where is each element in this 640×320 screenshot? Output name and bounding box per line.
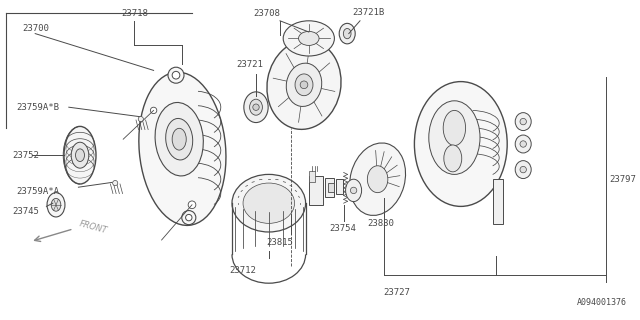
Ellipse shape xyxy=(444,145,462,172)
Ellipse shape xyxy=(64,126,96,184)
Text: 23721: 23721 xyxy=(236,60,263,69)
Ellipse shape xyxy=(155,102,204,176)
Ellipse shape xyxy=(51,198,61,211)
Text: 23815: 23815 xyxy=(267,238,293,247)
Ellipse shape xyxy=(295,74,313,96)
Circle shape xyxy=(253,104,259,110)
Ellipse shape xyxy=(515,135,531,153)
Ellipse shape xyxy=(76,149,84,162)
Circle shape xyxy=(188,201,196,209)
Ellipse shape xyxy=(244,92,268,123)
Text: 23718: 23718 xyxy=(121,9,148,18)
Text: 23727: 23727 xyxy=(383,288,410,297)
Ellipse shape xyxy=(367,166,388,193)
Bar xyxy=(325,178,334,197)
Ellipse shape xyxy=(283,21,335,56)
Circle shape xyxy=(520,166,527,173)
Text: 23708: 23708 xyxy=(254,9,280,18)
Text: 23830: 23830 xyxy=(367,219,394,228)
Text: FRONT: FRONT xyxy=(79,219,109,235)
Bar xyxy=(309,176,323,205)
Ellipse shape xyxy=(286,63,322,107)
Bar xyxy=(336,179,343,194)
Text: 23712: 23712 xyxy=(230,266,257,275)
Ellipse shape xyxy=(349,143,406,215)
Text: 23752: 23752 xyxy=(13,151,40,160)
Text: A094001376: A094001376 xyxy=(577,298,627,307)
Text: 23721B: 23721B xyxy=(352,8,384,17)
Ellipse shape xyxy=(139,72,226,225)
Ellipse shape xyxy=(166,118,193,160)
Text: 23759A*B: 23759A*B xyxy=(16,103,59,112)
Circle shape xyxy=(300,81,308,89)
Ellipse shape xyxy=(172,128,186,150)
Ellipse shape xyxy=(346,179,362,202)
Text: 23754: 23754 xyxy=(329,224,356,233)
Circle shape xyxy=(186,214,192,221)
Text: 23745: 23745 xyxy=(13,207,40,216)
Ellipse shape xyxy=(515,113,531,131)
Bar xyxy=(309,171,316,182)
Text: 23759A*A: 23759A*A xyxy=(16,188,59,196)
Text: 23797: 23797 xyxy=(610,175,636,184)
Ellipse shape xyxy=(339,23,355,44)
Ellipse shape xyxy=(232,174,306,232)
Circle shape xyxy=(150,107,157,114)
Ellipse shape xyxy=(47,193,65,217)
Ellipse shape xyxy=(443,110,466,146)
Circle shape xyxy=(138,116,143,122)
Ellipse shape xyxy=(182,211,196,225)
Ellipse shape xyxy=(344,28,351,39)
Circle shape xyxy=(520,118,527,125)
Circle shape xyxy=(520,141,527,147)
Circle shape xyxy=(113,180,118,186)
Bar xyxy=(328,183,334,192)
Text: 23700: 23700 xyxy=(22,24,49,33)
Ellipse shape xyxy=(429,101,480,174)
Circle shape xyxy=(351,187,357,194)
Ellipse shape xyxy=(168,67,184,83)
Ellipse shape xyxy=(250,99,262,115)
Bar xyxy=(493,179,503,224)
Ellipse shape xyxy=(298,31,319,45)
Ellipse shape xyxy=(415,82,507,206)
Ellipse shape xyxy=(515,161,531,179)
Ellipse shape xyxy=(243,183,294,223)
Ellipse shape xyxy=(71,142,89,168)
Ellipse shape xyxy=(267,40,341,129)
Circle shape xyxy=(172,71,180,79)
